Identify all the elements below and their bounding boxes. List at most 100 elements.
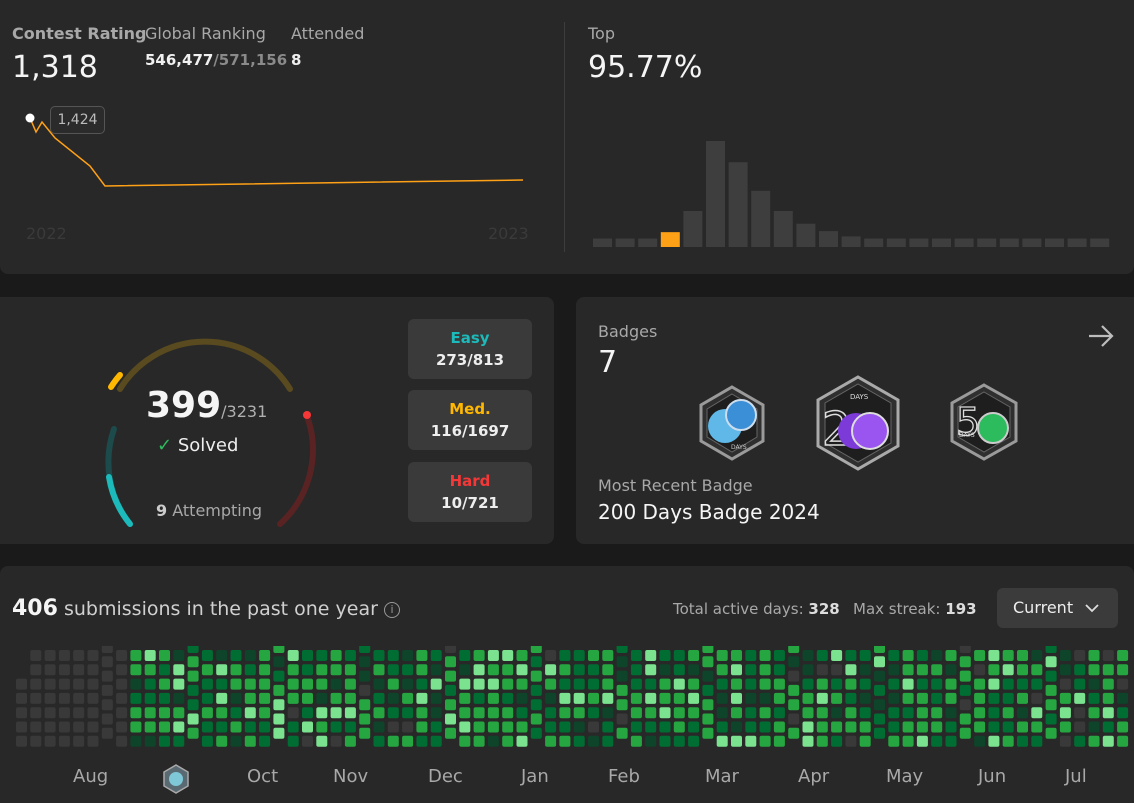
heatmap-day-cell[interactable] [516, 721, 528, 733]
heatmap-day-cell[interactable] [387, 678, 399, 690]
heatmap-day-cell[interactable] [945, 664, 957, 676]
heatmap-day-cell[interactable] [659, 692, 671, 704]
heatmap-day-cell[interactable] [58, 735, 70, 747]
heatmap-day-cell[interactable] [530, 713, 542, 725]
heatmap-day-cell[interactable] [816, 664, 828, 676]
heatmap-day-cell[interactable] [831, 735, 843, 747]
histogram-bar[interactable] [796, 223, 816, 247]
heatmap-day-cell[interactable] [673, 650, 685, 661]
heatmap-day-cell[interactable] [974, 650, 986, 661]
heatmap-day-cell[interactable] [645, 678, 657, 690]
histogram-bar[interactable] [886, 238, 906, 247]
heatmap-day-cell[interactable] [173, 650, 185, 661]
heatmap-day-cell[interactable] [216, 707, 228, 719]
heatmap-day-cell[interactable] [87, 721, 99, 733]
heatmap-day-cell[interactable] [487, 664, 499, 676]
heatmap-day-cell[interactable] [1059, 707, 1071, 719]
heatmap-day-cell[interactable] [530, 646, 542, 653]
heatmap-day-cell[interactable] [959, 699, 971, 711]
heatmap-day-cell[interactable] [788, 713, 800, 725]
heatmap-day-cell[interactable] [559, 692, 571, 704]
heatmap-day-cell[interactable] [402, 692, 414, 704]
heatmap-day-cell[interactable] [1031, 707, 1043, 719]
heatmap-day-cell[interactable] [44, 735, 56, 747]
histogram-bar[interactable] [683, 210, 703, 247]
heatmap-day-cell[interactable] [773, 678, 785, 690]
heatmap-day-cell[interactable] [187, 670, 199, 682]
heatmap-day-cell[interactable] [330, 735, 342, 747]
heatmap-day-cell[interactable] [287, 692, 299, 704]
heatmap-day-cell[interactable] [731, 721, 742, 733]
heatmap-day-cell[interactable] [230, 650, 242, 661]
histogram-bar[interactable] [864, 238, 884, 247]
heatmap-day-cell[interactable] [845, 664, 857, 676]
heatmap-day-cell[interactable] [702, 670, 714, 682]
50-days-badge-icon[interactable]: 5 DAYS [948, 383, 1020, 463]
heatmap-day-cell[interactable] [1031, 692, 1043, 704]
heatmap-day-cell[interactable] [1102, 721, 1114, 733]
heatmap-day-cell[interactable] [902, 650, 914, 661]
histogram-bar[interactable] [593, 238, 612, 247]
heatmap-day-cell[interactable] [702, 699, 714, 711]
heatmap-day-cell[interactable] [373, 735, 385, 747]
heatmap-day-cell[interactable] [1088, 678, 1100, 690]
heatmap-day-cell[interactable] [716, 692, 728, 704]
heatmap-day-cell[interactable] [473, 650, 485, 661]
heatmap-day-cell[interactable] [945, 707, 957, 719]
heatmap-day-cell[interactable] [716, 664, 728, 676]
heatmap-day-cell[interactable] [573, 721, 585, 733]
heatmap-day-cell[interactable] [859, 735, 871, 747]
heatmap-day-cell[interactable] [230, 735, 242, 747]
heatmap-day-cell[interactable] [1059, 678, 1071, 690]
heatmap-day-cell[interactable] [316, 707, 328, 719]
heatmap-day-cell[interactable] [159, 650, 170, 661]
heatmap-day-cell[interactable] [1045, 670, 1057, 682]
heatmap-day-cell[interactable] [731, 650, 742, 661]
heatmap-day-cell[interactable] [1017, 735, 1028, 747]
heatmap-day-cell[interactable] [273, 699, 285, 711]
heatmap-day-cell[interactable] [173, 707, 185, 719]
heatmap-day-cell[interactable] [630, 721, 642, 733]
heatmap-day-cell[interactable] [487, 721, 499, 733]
heatmap-day-cell[interactable] [1117, 707, 1129, 719]
heatmap-day-cell[interactable] [831, 721, 843, 733]
heatmap-day-cell[interactable] [1031, 664, 1043, 676]
heatmap-day-cell[interactable] [1117, 678, 1129, 690]
heatmap-day-cell[interactable] [859, 650, 871, 661]
heatmap-day-cell[interactable] [559, 664, 571, 676]
heatmap-day-cell[interactable] [330, 721, 342, 733]
heatmap-day-cell[interactable] [87, 692, 99, 704]
heatmap-day-cell[interactable] [344, 664, 356, 676]
heatmap-day-cell[interactable] [302, 735, 313, 747]
heatmap-day-cell[interactable] [874, 713, 885, 725]
heatmap-day-cell[interactable] [588, 707, 599, 719]
heatmap-day-cell[interactable] [931, 678, 943, 690]
heatmap-day-cell[interactable] [702, 646, 714, 653]
heatmap-day-cell[interactable] [359, 699, 371, 711]
heatmap-day-cell[interactable] [273, 646, 285, 653]
heatmap-day-cell[interactable] [545, 678, 557, 690]
heatmap-day-cell[interactable] [916, 735, 928, 747]
heatmap-day-cell[interactable] [659, 650, 671, 661]
heatmap-day-cell[interactable] [745, 735, 757, 747]
heatmap-day-cell[interactable] [130, 721, 142, 733]
heatmap-day-cell[interactable] [459, 735, 471, 747]
heatmap-day-cell[interactable] [1017, 707, 1028, 719]
heatmap-day-cell[interactable] [630, 735, 642, 747]
heatmap-day-cell[interactable] [673, 678, 685, 690]
heatmap-day-cell[interactable] [216, 678, 228, 690]
heatmap-day-cell[interactable] [58, 692, 70, 704]
heatmap-day-cell[interactable] [187, 699, 199, 711]
heatmap-day-cell[interactable] [416, 707, 428, 719]
heatmap-day-cell[interactable] [945, 721, 957, 733]
heatmap-day-cell[interactable] [316, 735, 328, 747]
heatmap-day-cell[interactable] [259, 692, 271, 704]
heatmap-day-cell[interactable] [1117, 650, 1129, 661]
heatmap-day-cell[interactable] [302, 650, 313, 661]
heatmap-day-cell[interactable] [244, 692, 256, 704]
heatmap-day-cell[interactable] [259, 664, 271, 676]
heatmap-day-cell[interactable] [230, 707, 242, 719]
heatmap-day-cell[interactable] [244, 721, 256, 733]
heatmap-day-cell[interactable] [902, 692, 914, 704]
heatmap-day-cell[interactable] [473, 735, 485, 747]
